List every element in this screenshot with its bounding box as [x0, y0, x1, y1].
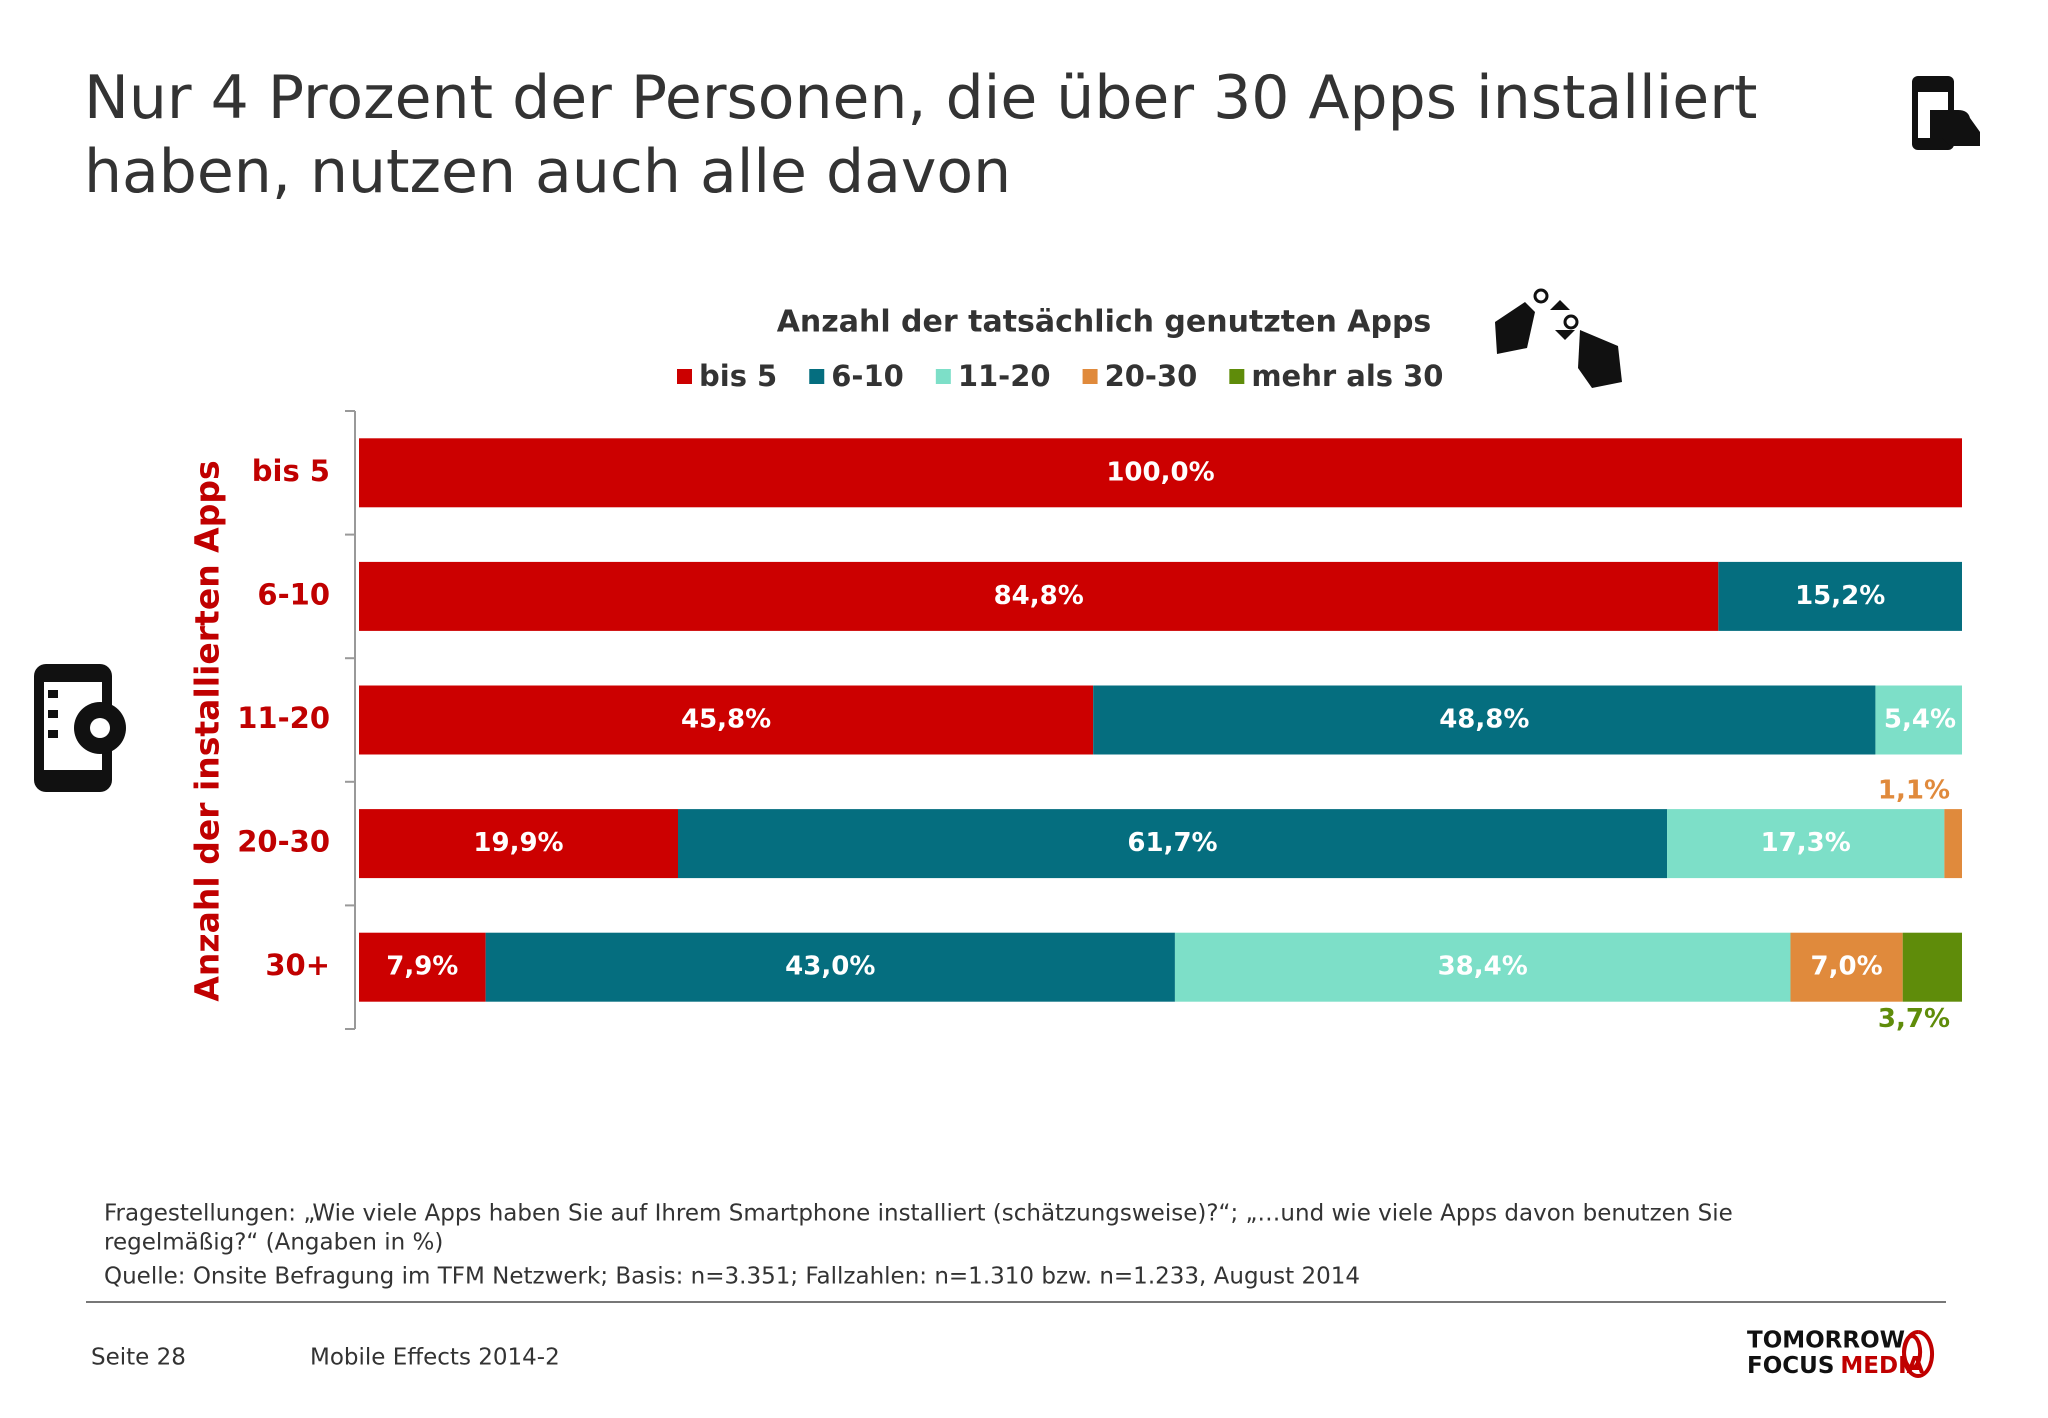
question-note: Fragestellungen: „Wie viele Apps haben S… — [104, 1201, 1733, 1227]
value-label: 45,8% — [681, 705, 771, 735]
legend-swatch — [809, 369, 825, 384]
y-tick-label: bis 5 — [252, 454, 330, 488]
bar-segment — [485, 932, 1175, 1002]
legend-label: bis 5 — [699, 359, 777, 393]
legend-label: mehr als 30 — [1251, 359, 1443, 393]
legend-label: 6-10 — [831, 359, 904, 393]
value-label: 5,4% — [1884, 705, 1956, 735]
bar-segment — [1902, 932, 1962, 1002]
y-tick-label: 30+ — [265, 948, 330, 982]
y-tick-label: 6-10 — [257, 577, 330, 611]
legend-swatch — [935, 369, 951, 384]
logo-text: TOMORROW — [1747, 1328, 1905, 1354]
value-label: 100,0% — [1106, 457, 1214, 487]
value-label: 38,4% — [1438, 952, 1528, 982]
value-label: 84,8% — [994, 581, 1084, 611]
gesture-icon — [1495, 288, 1622, 388]
value-label: 61,7% — [1127, 828, 1217, 858]
value-label: 17,3% — [1761, 828, 1851, 858]
bar-segment — [359, 932, 486, 1002]
source-note: Quelle: Onsite Befragung im TFM Netzwerk… — [104, 1264, 1360, 1290]
y-tick-label: 11-20 — [237, 701, 330, 735]
phone-icon — [1912, 76, 1980, 150]
value-label: 15,2% — [1795, 581, 1885, 611]
bar-segment — [359, 809, 678, 879]
chart-title: Anzahl der tatsächlich genutzten Apps — [777, 305, 1432, 340]
legend-swatch — [1229, 369, 1245, 384]
legend-swatch — [1082, 369, 1098, 384]
question-note: regelmäßig?“ (Angaben in %) — [104, 1230, 443, 1256]
bar-segment — [677, 809, 1668, 879]
bar-segment — [359, 561, 1719, 631]
plot: bis 5 6-10 11-20 20-30 mehr als 30 bis 5 100,0… — [237, 359, 1962, 1034]
bar-segment — [1718, 561, 1962, 631]
bar-segment — [1944, 809, 1962, 879]
legend-label: 20-30 — [1105, 359, 1198, 393]
y-axis-title: Anzahl der installierten Apps — [188, 460, 227, 1001]
logo-text: FOCUS — [1747, 1353, 1834, 1379]
title: haben, nutzen auch alle davon — [84, 137, 1011, 207]
settings-phone-icon — [34, 664, 126, 792]
value-label: 48,8% — [1439, 705, 1529, 735]
bar-segment — [359, 438, 1962, 508]
value-label: 3,7% — [1878, 1004, 1950, 1034]
logo-text: FOCUS MEDIA — [1747, 1353, 1925, 1379]
bar-segment — [1790, 932, 1903, 1002]
bar-segment — [1667, 809, 1945, 879]
legend-label: 11-20 — [958, 359, 1051, 393]
y-tick-label: 20-30 — [237, 825, 330, 859]
bar-segment — [1174, 932, 1791, 1002]
value-label: 19,9% — [473, 828, 563, 858]
legend-swatch — [677, 369, 692, 384]
value-label: 1,1% — [1878, 776, 1950, 806]
value-label: 7,0% — [1811, 952, 1883, 982]
bar-segment — [1875, 685, 1962, 755]
study-name: Mobile Effects 2014-2 — [310, 1345, 560, 1371]
bar-segment — [1093, 685, 1876, 755]
value-label: 7,9% — [386, 952, 458, 982]
page-number: Seite 28 — [91, 1345, 186, 1371]
title: Nur 4 Prozent der Personen, die über 30 … — [84, 63, 1757, 133]
value-label: 43,0% — [785, 952, 875, 982]
logo-mark — [1902, 1330, 1935, 1378]
bar-segment — [359, 685, 1094, 755]
